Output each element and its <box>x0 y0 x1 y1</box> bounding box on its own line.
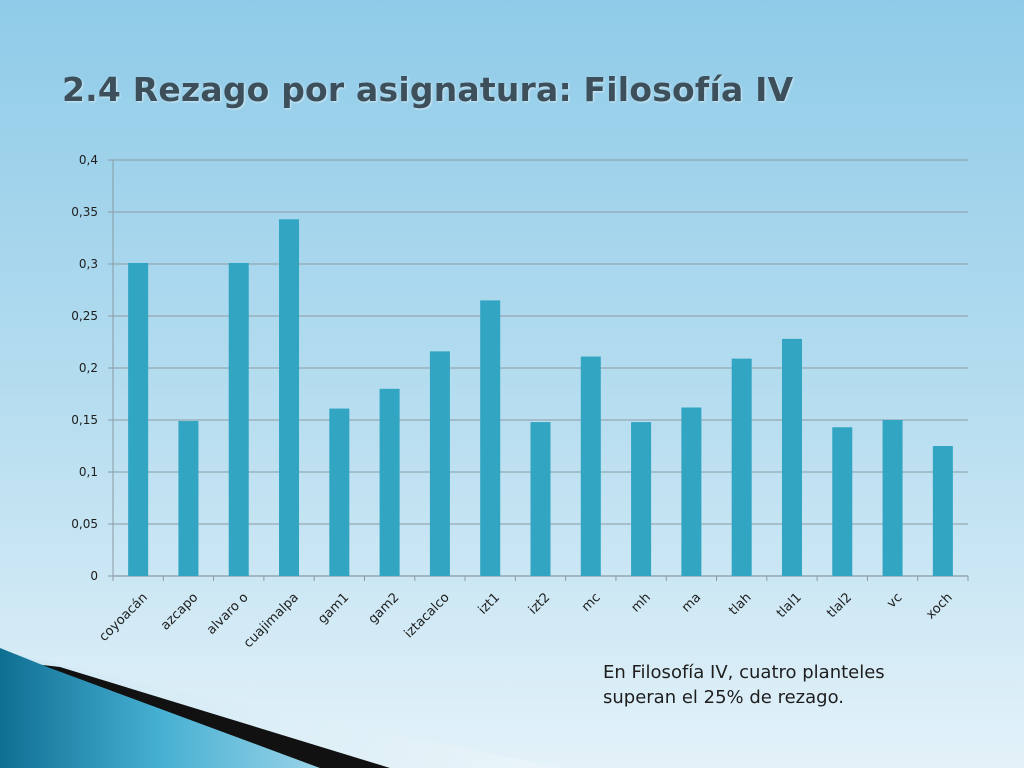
y-tick-label: 0 <box>90 569 98 583</box>
bar-13 <box>731 358 752 576</box>
y-tick-label: 0,05 <box>71 517 98 531</box>
bar-12 <box>681 407 702 576</box>
bar-1 <box>128 262 149 576</box>
summary-note-line-1: En Filosofía IV, cuatro planteles <box>603 662 885 683</box>
bar-6 <box>379 388 400 576</box>
bar-2 <box>178 421 199 576</box>
bar-17 <box>932 446 953 576</box>
bar-14 <box>781 338 802 576</box>
bar-16 <box>882 420 903 576</box>
y-tick-label: 0,35 <box>71 205 98 219</box>
summary-note: En Filosofía IV, cuatro planteles supera… <box>603 660 983 710</box>
y-tick-label: 0,4 <box>79 153 98 167</box>
bar-3 <box>228 262 249 576</box>
y-tick-label: 0,3 <box>79 257 98 271</box>
y-tick-label: 0,15 <box>71 413 98 427</box>
bar-10 <box>580 356 601 576</box>
y-tick-label: 0,1 <box>79 465 98 479</box>
bar-5 <box>329 408 350 576</box>
bar-8 <box>480 300 501 576</box>
swoosh-blue <box>0 648 320 768</box>
y-tick-label: 0,2 <box>79 361 98 375</box>
bar-9 <box>530 422 551 576</box>
slide-title: 2.4 Rezago por asignatura: Filosofía IV <box>62 70 794 109</box>
bar-15 <box>832 427 853 576</box>
bar-7 <box>429 351 450 576</box>
bar-11 <box>631 422 652 576</box>
y-tick-label: 0,25 <box>71 309 98 323</box>
bar-4 <box>279 219 300 576</box>
summary-note-line-2: superan el 25% de rezago. <box>603 687 844 708</box>
